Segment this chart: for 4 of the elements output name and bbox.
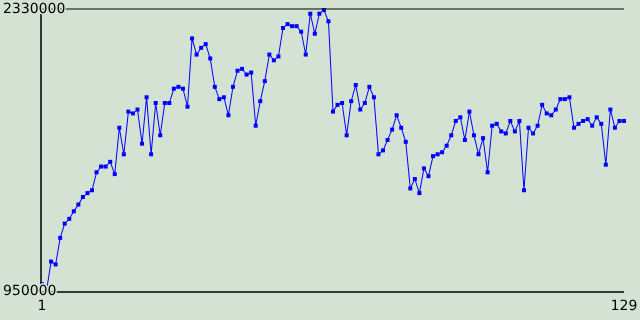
x-tick-label: 1 [38,298,46,314]
x-tick-label: 129 [610,298,638,314]
y-tick-label: 950000 [3,282,56,299]
y-tick-label: 2330000 [3,0,66,17]
